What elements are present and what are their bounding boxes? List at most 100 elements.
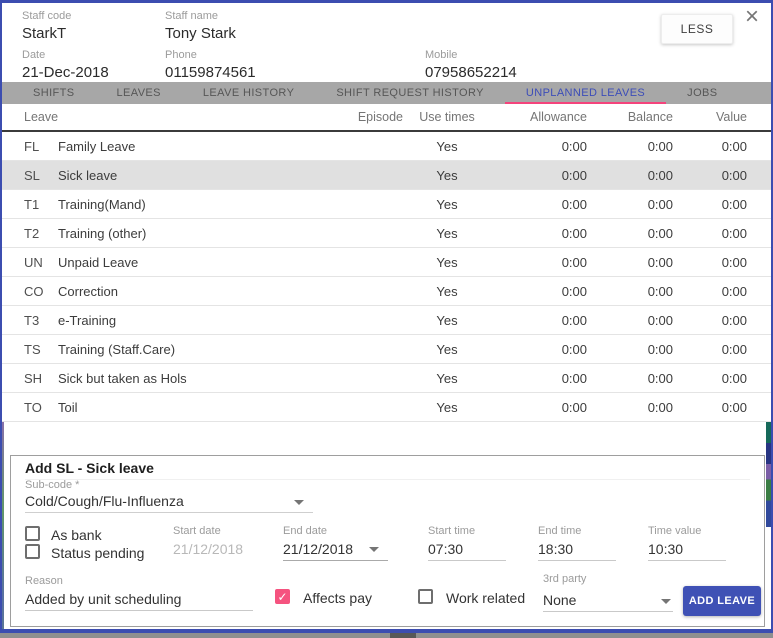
table-row-ts[interactable]: TS Training (Staff.Care) Yes 0:00 0:00 0:00 xyxy=(2,335,771,364)
cell-name: Family Leave xyxy=(58,138,136,154)
mobile-field: Mobile 07958652214 xyxy=(425,49,517,81)
cell-code: SH xyxy=(24,370,43,386)
start-date-input: 21/12/2018 xyxy=(173,541,244,557)
subcode-caret-icon[interactable] xyxy=(294,500,304,505)
table-row-t1[interactable]: T1 Training(Mand) Yes 0:00 0:00 0:00 xyxy=(2,190,771,219)
cell-val: 0:00 xyxy=(721,312,747,328)
end-time-underline xyxy=(538,560,616,561)
mobile-label: Mobile xyxy=(425,49,458,61)
cell-use: Yes xyxy=(436,312,458,328)
subcode-underline xyxy=(25,512,313,513)
table-row-fl[interactable]: FL Family Leave Yes 0:00 0:00 0:00 xyxy=(2,132,771,161)
tab-leave-history[interactable]: LEAVE HISTORY xyxy=(202,87,295,99)
reason-input[interactable]: Added by unit scheduling xyxy=(25,591,182,607)
leave-table: Leave Episode Use times Allowance Balanc… xyxy=(2,104,771,422)
leave-table-header: Leave Episode Use times Allowance Balanc… xyxy=(2,104,771,132)
cell-code: UN xyxy=(24,254,43,270)
end-date-caret-icon[interactable] xyxy=(369,547,379,552)
cell-bal: 0:00 xyxy=(647,167,673,183)
cell-name: Sick leave xyxy=(58,167,118,183)
affects-pay-checkbox[interactable]: ✓ xyxy=(275,589,290,604)
affects-pay-label: Affects pay xyxy=(303,590,373,606)
cell-val: 0:00 xyxy=(721,283,747,299)
reason-underline xyxy=(25,610,253,611)
col-episode: Episode xyxy=(357,110,403,124)
subcode-select[interactable]: Cold/Cough/Flu-Influenza xyxy=(25,493,184,509)
cell-allow: 0:00 xyxy=(561,399,587,415)
staff-code-field: Staff code StarkT xyxy=(22,10,71,42)
cell-allow: 0:00 xyxy=(561,283,587,299)
tab-jobs[interactable]: JOBS xyxy=(687,87,718,99)
table-row-un[interactable]: UN Unpaid Leave Yes 0:00 0:00 0:00 xyxy=(2,248,771,277)
end-time-label: End time xyxy=(538,525,582,537)
reason-label: Reason xyxy=(25,575,63,587)
cell-allow: 0:00 xyxy=(561,225,587,241)
end-date-input[interactable]: 21/12/2018 xyxy=(283,541,354,557)
start-time-input[interactable]: 07:30 xyxy=(428,541,464,557)
staff-code-value: StarkT xyxy=(22,25,67,42)
table-row-sl[interactable]: SL Sick leave Yes 0:00 0:00 0:00 xyxy=(2,161,771,190)
cell-val: 0:00 xyxy=(721,341,747,357)
col-allowance: Allowance xyxy=(530,110,587,124)
cell-val: 0:00 xyxy=(721,254,747,270)
cell-allow: 0:00 xyxy=(561,341,587,357)
cell-val: 0:00 xyxy=(721,138,747,154)
cell-code: T1 xyxy=(24,196,40,212)
cell-code: TO xyxy=(24,399,42,415)
as-bank-checkbox[interactable] xyxy=(25,526,40,541)
end-time-input[interactable]: 18:30 xyxy=(538,541,574,557)
tab-unplanned-leaves[interactable]: UNPLANNED LEAVES xyxy=(504,82,667,104)
less-button[interactable]: LESS xyxy=(661,14,733,44)
cell-bal: 0:00 xyxy=(647,370,673,386)
cell-name: Sick but taken as Hols xyxy=(58,370,187,386)
phone-value: 01159874561 xyxy=(165,64,256,81)
status-pending-checkbox[interactable] xyxy=(25,544,40,559)
third-party-select[interactable]: None xyxy=(543,592,577,608)
close-icon[interactable]: × xyxy=(744,3,759,30)
time-value-input[interactable]: 10:30 xyxy=(648,541,684,557)
cell-bal: 0:00 xyxy=(647,283,673,299)
end-date-label: End date xyxy=(283,525,328,537)
table-row-t2[interactable]: T2 Training (other) Yes 0:00 0:00 0:00 xyxy=(2,219,771,248)
add-leave-form: Add SL - Sick leave Sub-code * Cold/Coug… xyxy=(10,455,765,627)
mobile-value: 07958652214 xyxy=(425,64,517,81)
cell-use: Yes xyxy=(436,341,458,357)
time-value-label: Time value xyxy=(648,525,702,537)
background-sliver-left xyxy=(2,422,4,629)
tab-shifts[interactable]: SHIFTS xyxy=(33,87,75,99)
table-row-t3[interactable]: T3 e-Training Yes 0:00 0:00 0:00 xyxy=(2,306,771,335)
cell-use: Yes xyxy=(436,370,458,386)
cell-val: 0:00 xyxy=(721,167,747,183)
phone-label: Phone xyxy=(165,49,197,61)
dialog-header: Staff code StarkT Staff name Tony Stark … xyxy=(2,3,771,82)
cell-bal: 0:00 xyxy=(647,254,673,270)
cell-bal: 0:00 xyxy=(647,312,673,328)
cell-bal: 0:00 xyxy=(647,225,673,241)
third-party-caret-icon[interactable] xyxy=(661,599,671,604)
form-title: Add SL - Sick leave xyxy=(25,460,750,480)
third-party-underline xyxy=(543,611,673,612)
tab-bar: SHIFTS LEAVES LEAVE HISTORY SHIFT REQUEST H… xyxy=(2,82,771,104)
work-related-label: Work related xyxy=(446,590,526,606)
cell-allow: 0:00 xyxy=(561,167,587,183)
cell-code: T2 xyxy=(24,225,40,241)
table-row-co[interactable]: CO Correction Yes 0:00 0:00 0:00 xyxy=(2,277,771,306)
tab-shift-request-history[interactable]: SHIFT REQUEST HISTORY xyxy=(336,87,484,99)
table-row-sh[interactable]: SH Sick but taken as Hols Yes 0:00 0:00 0:00 xyxy=(2,364,771,393)
work-related-checkbox[interactable] xyxy=(418,589,433,604)
cell-val: 0:00 xyxy=(721,370,747,386)
cell-name: Correction xyxy=(58,283,118,299)
end-date-underline xyxy=(283,560,388,561)
cell-val: 0:00 xyxy=(721,399,747,415)
cell-code: FL xyxy=(24,138,40,154)
add-leave-button[interactable]: ADD LEAVE xyxy=(683,586,761,616)
tab-leaves[interactable]: LEAVES xyxy=(116,87,161,99)
start-time-underline xyxy=(428,560,506,561)
date-value: 21-Dec-2018 xyxy=(22,64,109,81)
background-notch xyxy=(390,633,416,638)
table-row-to[interactable]: TO Toil Yes 0:00 0:00 0:00 xyxy=(2,393,771,422)
cell-name: e-Training xyxy=(58,312,117,328)
cell-name: Training (Staff.Care) xyxy=(58,341,176,357)
leave-table-body: FL Family Leave Yes 0:00 0:00 0:00 SL Sick leav… xyxy=(2,132,771,422)
